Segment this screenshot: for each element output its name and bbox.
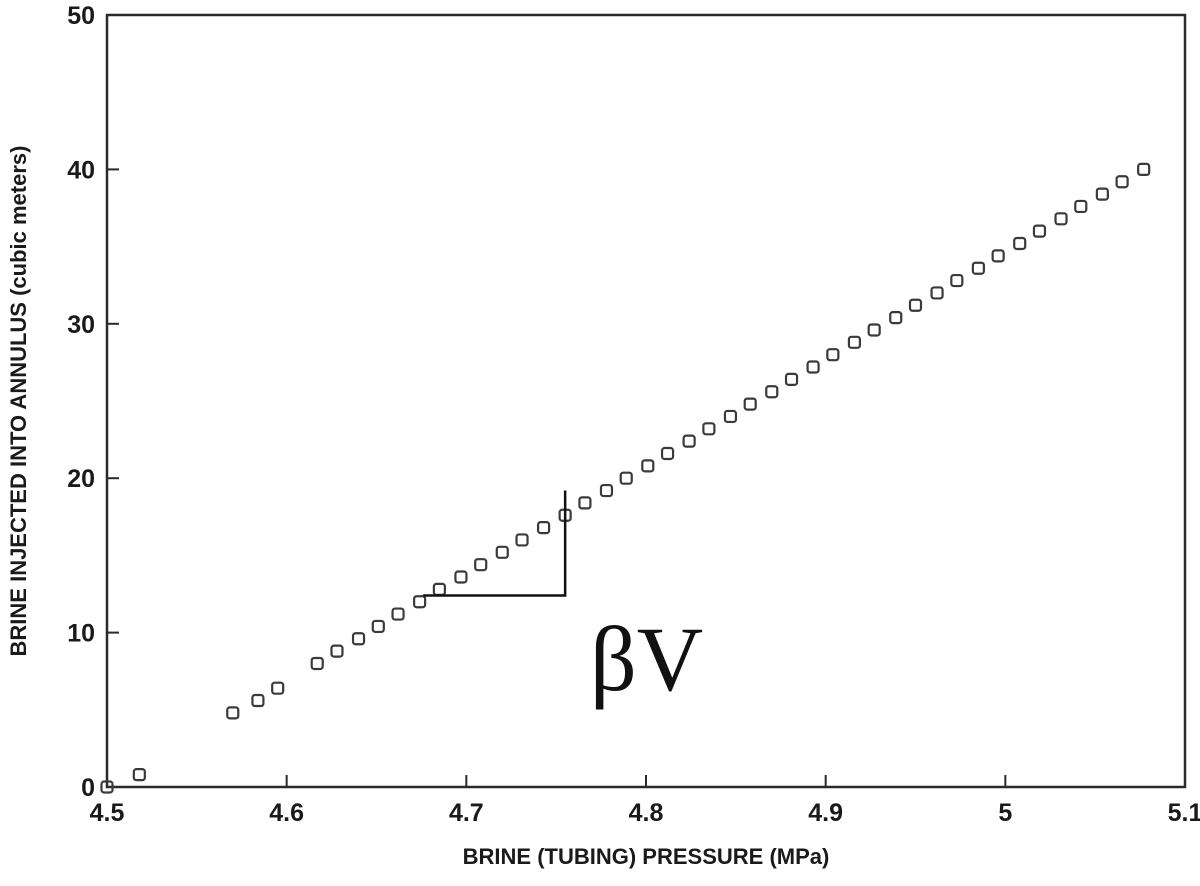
data-point [432,582,446,596]
data-point [950,273,964,288]
data-point [413,595,427,609]
data-point [251,693,265,708]
slope-annotation: βV [590,608,703,710]
data-point [371,619,385,634]
data-point [702,422,716,436]
data-point [1032,224,1047,238]
x-axis-title: BRINE (TUBING) PRESSURE (MPa) [463,844,830,869]
data-point [641,459,655,473]
data-point [132,768,146,782]
data-point [391,607,405,621]
x-tick-label: 5 [998,799,1012,827]
data-point [908,298,923,312]
data-point [619,471,633,485]
y-tick-label: 0 [81,774,95,802]
data-point [991,249,1005,263]
data-point [889,311,903,325]
data-point [682,434,696,448]
data-point [351,632,366,646]
data-point [867,323,881,337]
data-point [330,644,344,658]
data-point [599,483,614,498]
data-point [930,286,944,300]
data-point [100,780,114,794]
data-point [723,409,738,424]
data-point [1074,199,1088,214]
data-point [1013,236,1027,251]
data-point [271,681,285,695]
data-point [847,335,862,349]
data-point [826,348,840,362]
y-tick-label: 20 [67,465,95,493]
data-point [310,656,324,671]
y-tick-label: 50 [67,2,95,30]
x-tick-label: 4.5 [90,799,125,827]
x-axis-ticks: 4.5 4.6 4.7 4.8 4.9 5 5.1 [90,775,1200,827]
data-point [495,545,509,559]
data-point [536,521,551,535]
x-tick-label: 4.8 [629,799,664,827]
data-point [971,261,985,275]
y-tick-label: 40 [67,156,95,184]
data-point [784,372,799,386]
data-point [474,558,488,572]
data-point [578,496,592,510]
data-point [765,385,779,399]
data-points [100,162,1151,794]
data-point [226,706,240,720]
data-point [515,533,529,547]
x-tick-label: 5.1 [1168,799,1200,827]
x-tick-label: 4.6 [269,799,304,827]
y-tick-label: 10 [67,620,95,648]
data-point [660,446,675,461]
slope-triangle [423,490,567,597]
data-point [1054,212,1068,226]
y-axis-ticks: 0 10 20 30 40 50 [67,2,119,802]
x-tick-label: 4.7 [449,799,484,827]
data-point [1115,175,1129,189]
data-point [806,360,820,374]
data-point [743,397,757,411]
data-point [454,570,468,584]
data-point [1137,162,1151,176]
y-tick-label: 30 [67,311,95,339]
x-tick-label: 4.9 [808,799,843,827]
data-point [1095,187,1109,201]
y-axis-title: BRINE INJECTED INTO ANNULUS (cubic meter… [6,146,31,657]
